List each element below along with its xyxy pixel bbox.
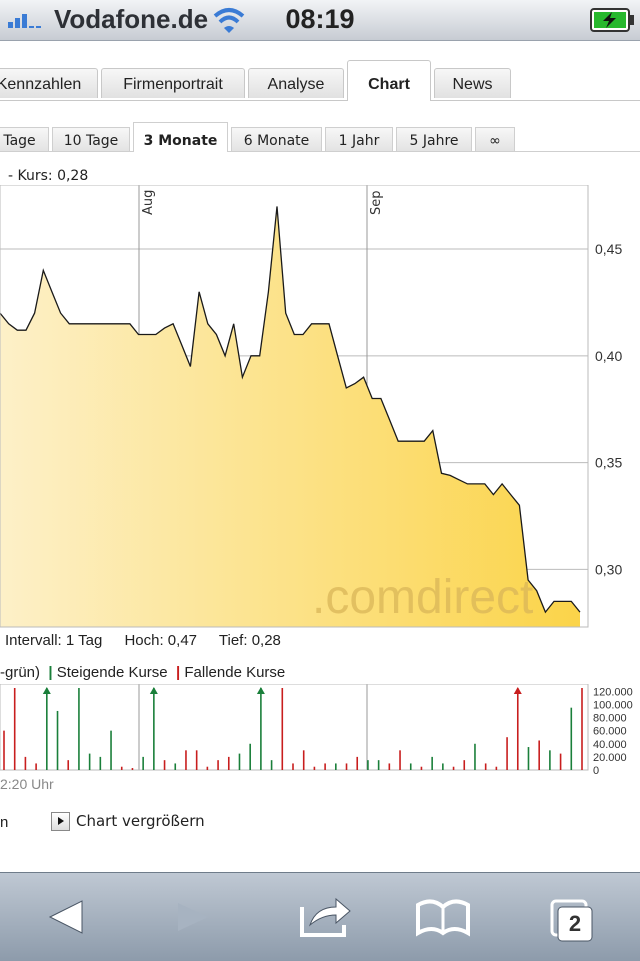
falling-marker-icon: | — [171, 664, 181, 681]
vol-y-tick-label: 120.000 — [593, 686, 633, 698]
vol-y-tick-label: 20.000 — [593, 752, 627, 764]
time-label: 2:20 Uhr — [0, 776, 54, 792]
period-tab-5-jahre[interactable]: 5 Jahre — [396, 127, 472, 151]
y-tick-label: 0,30 — [595, 561, 622, 577]
pages-button[interactable]: 2 — [530, 873, 620, 961]
legend-falling: Fallende Kurse — [184, 664, 286, 681]
interval-label: Intervall: 1 Tag — [5, 632, 103, 649]
vol-frame — [0, 684, 589, 771]
overflow-arrow-icon — [256, 687, 265, 694]
tab-chart[interactable]: Chart — [347, 60, 431, 101]
tab-kennzahlen[interactable]: Kennzahlen — [0, 68, 98, 98]
vol-y-tick-label: 80.000 — [593, 713, 627, 725]
vol-y-tick-label: 100.000 — [593, 699, 633, 711]
pages-count: 2 — [568, 911, 582, 936]
price-chart: Aug Sep 0,45 0,40 0,35 0,30 .comdirect — [0, 185, 622, 628]
rising-marker-icon: | — [44, 664, 53, 681]
enlarge-chart-button[interactable]: Chart vergrößern — [51, 812, 205, 831]
x-tick-label: Aug — [141, 190, 156, 215]
overflow-arrow-icon — [149, 687, 158, 694]
carrier-name: Vodafone.de — [54, 4, 209, 34]
low-label: Tief: 0,28 — [218, 632, 281, 649]
period-tab-3-monate[interactable]: 3 Monate — [133, 122, 228, 152]
price-area — [0, 206, 580, 627]
share-icon[interactable] — [280, 873, 370, 961]
tab-analyse[interactable]: Analyse — [248, 68, 344, 98]
vol-y-tick-label: 0 — [593, 765, 599, 774]
period-tabs: Tage 10 Tage 3 Monate 6 Monate 1 Jahr 5 … — [0, 122, 640, 152]
wifi-icon — [213, 8, 245, 33]
volume-legend: -grün) | Steigende Kurse | Fallende Kurs… — [0, 664, 285, 681]
period-tab-10-tage[interactable]: 10 Tage — [52, 127, 130, 151]
play-icon — [51, 812, 70, 831]
vol-y-tick-label: 40.000 — [593, 739, 627, 751]
price-line — [0, 206, 581, 614]
forward-arrow-icon[interactable] — [148, 873, 238, 961]
legend-prefix: -grün) — [0, 664, 41, 681]
vol-y-tick-label: 60.000 — [593, 726, 627, 738]
period-tab-all[interactable]: ∞ — [475, 127, 515, 151]
quote-line: - Kurs: 0,28 — [8, 168, 89, 184]
overflow-arrow-icon — [513, 687, 522, 694]
tab-news[interactable]: News — [434, 68, 511, 98]
high-label: Hoch: 0,47 — [124, 632, 197, 649]
watermark: .comdirect — [312, 571, 533, 624]
back-arrow-icon[interactable] — [20, 873, 110, 961]
bottom-left-text: n — [0, 814, 9, 831]
chart-stats: Intervall: 1 Tag Hoch: 0,47 Tief: 0,28 — [5, 632, 299, 649]
enlarge-chart-label: Chart vergrößern — [76, 812, 205, 830]
x-tick-label: Sep — [369, 190, 384, 215]
legend-rising: Steigende Kurse — [56, 664, 168, 681]
overflow-arrow-icon — [42, 687, 51, 694]
section-tabs: Kennzahlen Firmenportrait Analyse Chart … — [0, 60, 640, 101]
y-tick-label: 0,45 — [595, 241, 622, 257]
y-tick-label: 0,35 — [595, 455, 622, 471]
status-bar: Vodafone.de 08:19 — [0, 0, 640, 41]
signal-strength-icon — [8, 14, 41, 28]
browser-toolbar: 2 — [0, 872, 640, 961]
status-clock: 08:19 — [285, 4, 355, 34]
y-tick-label: 0,40 — [595, 348, 622, 364]
tab-firmenportrait[interactable]: Firmenportrait — [101, 68, 245, 98]
bookmarks-icon[interactable] — [398, 873, 488, 961]
battery-charging-icon — [590, 8, 634, 32]
period-tab-1-jahr[interactable]: 1 Jahr — [325, 127, 393, 151]
period-tab-6-monate[interactable]: 6 Monate — [231, 127, 322, 151]
period-tab-tage[interactable]: Tage — [0, 127, 49, 151]
pages-icon — [550, 899, 593, 942]
